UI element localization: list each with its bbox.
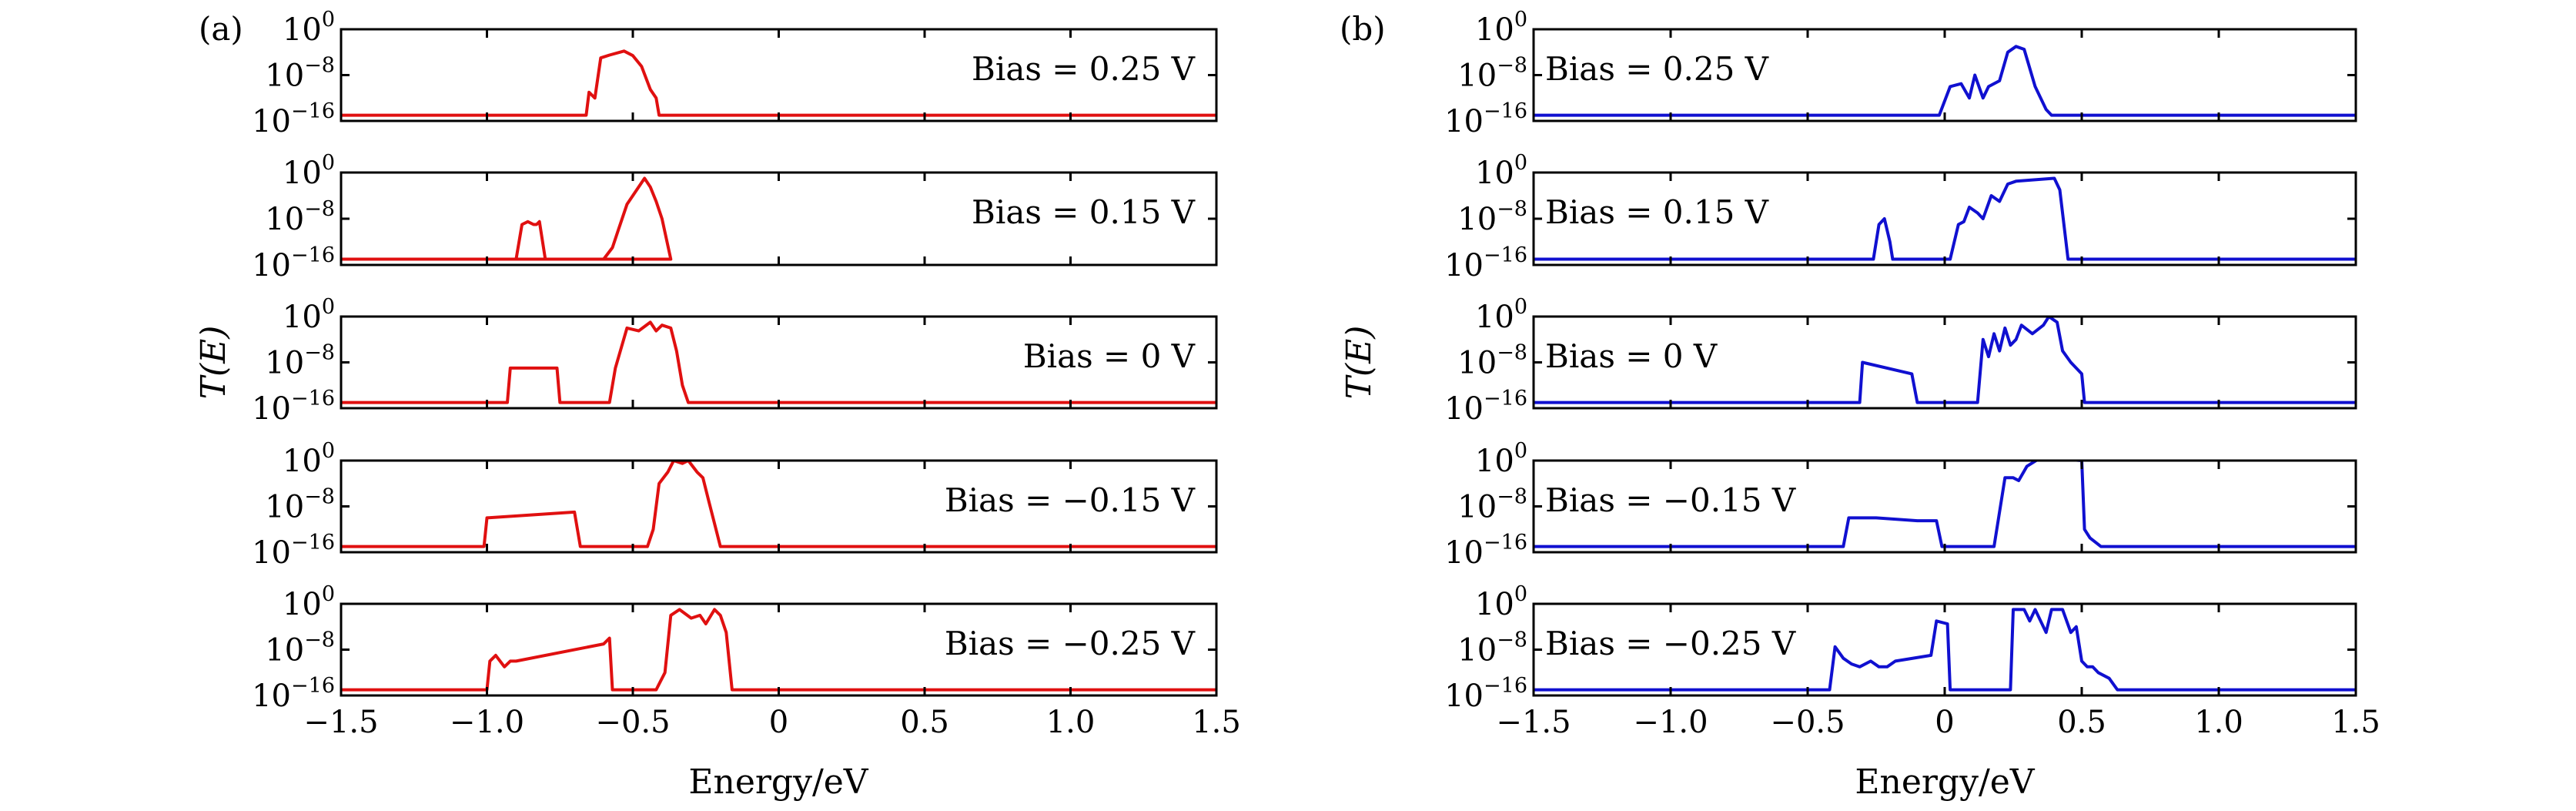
transmission-curve — [1534, 317, 2356, 404]
x-axis-title: Energy/eV — [1855, 762, 2035, 802]
x-tick-label: −1.0 — [450, 705, 524, 740]
y-tick-label: 10−16 — [252, 674, 335, 714]
x-tick-label: −1.5 — [1496, 705, 1571, 740]
subplot: 100 10−8 10−16 Bias = 0.15 V — [252, 151, 1218, 283]
y-tick-label: 100 — [283, 439, 335, 479]
y-tick-label: 10−16 — [1444, 99, 1527, 139]
x-tick-label: −1.5 — [303, 705, 378, 740]
y-tick-label: 100 — [1475, 439, 1527, 479]
subplot: 100 10−8 10−16 Bias = 0 V T(E) — [1340, 295, 2357, 427]
y-tick-label: 100 — [1475, 8, 1527, 48]
y-tick-label: 100 — [283, 151, 335, 191]
transmission-curve — [341, 320, 1216, 404]
y-tick-label: 10−8 — [1457, 485, 1527, 525]
y-tick-label: 10−8 — [265, 54, 335, 94]
y-tick-label: 10−8 — [1457, 197, 1527, 237]
y-tick-label: 100 — [283, 8, 335, 48]
y-tick-label: 10−16 — [252, 531, 335, 571]
subplot: 100 10−8 10−16 Bias = −0.15 V — [252, 439, 1218, 571]
transmission-curve — [1534, 176, 2356, 261]
x-tick-label: 0 — [769, 705, 788, 740]
y-tick-label: 10−8 — [265, 341, 335, 381]
y-tick-label: 100 — [283, 295, 335, 335]
bias-label: Bias = 0.25 V — [1545, 50, 1769, 88]
y-tick-label: 10−16 — [1444, 387, 1527, 427]
subplot: 100 10−8 10−16 Bias = 0.25 V — [252, 8, 1218, 139]
y-tick-label: 10−16 — [252, 99, 335, 139]
y-axis-title: T(E) — [1340, 326, 1379, 400]
panel-label: (a) — [199, 10, 243, 48]
transmission-curve — [341, 461, 1216, 548]
y-tick-label: 100 — [1475, 295, 1527, 335]
y-tick-label: 10−8 — [1457, 628, 1527, 669]
transmission-curve — [1534, 608, 2356, 692]
y-tick-label: 10−16 — [252, 387, 335, 427]
x-tick-label: 0.5 — [900, 705, 949, 740]
x-tick-label: 1.0 — [1046, 705, 1096, 740]
x-tick-label: 1.5 — [1192, 705, 1241, 740]
x-tick-label: −1.0 — [1633, 705, 1708, 740]
bias-label: Bias = 0.25 V — [972, 50, 1196, 88]
panel-b: (b) 100 10−8 10−16 Bias = 0.25 V 100 10−8 10−16… — [1340, 8, 2380, 802]
y-tick-label: 100 — [283, 582, 335, 622]
y-tick-label: 10−8 — [265, 485, 335, 525]
y-axis-title: T(E) — [194, 326, 233, 400]
x-tick-label: 0 — [1935, 705, 1954, 740]
bias-label: Bias = −0.25 V — [1545, 625, 1796, 662]
y-tick-label: 10−8 — [265, 628, 335, 669]
transmission-curve — [1534, 45, 2356, 117]
x-tick-label: 1.0 — [2194, 705, 2243, 740]
panel-a: (a) 100 10−8 10−16 Bias = 0.25 V 100 10−8 10−16… — [194, 8, 1241, 802]
y-tick-label: 10−8 — [265, 197, 335, 237]
y-tick-label: 10−8 — [1457, 54, 1527, 94]
bias-label: Bias = 0.15 V — [1545, 193, 1769, 231]
bias-label: Bias = −0.25 V — [945, 625, 1196, 662]
x-tick-label: 1.5 — [2331, 705, 2380, 740]
y-tick-label: 10−16 — [252, 243, 335, 283]
transmission-curve — [341, 176, 673, 261]
bias-label: Bias = 0.15 V — [972, 193, 1196, 231]
x-tick-label: −0.5 — [1770, 705, 1845, 740]
x-axis-title: Energy/eV — [688, 762, 868, 802]
transmission-curve — [1534, 461, 2356, 548]
x-tick-label: −0.5 — [595, 705, 670, 740]
subplot: 100 10−8 10−16 Bias = −0.15 V — [1444, 439, 2357, 571]
subplot: 100 10−8 10−16 Bias = 0.15 V — [1444, 151, 2357, 283]
y-tick-label: 100 — [1475, 151, 1527, 191]
y-tick-label: 100 — [1475, 582, 1527, 622]
bias-label: Bias = −0.15 V — [945, 481, 1196, 519]
bias-label: Bias = 0 V — [1023, 337, 1196, 375]
subplot: 100 10−8 10−16 Bias = 0 V T(E) — [194, 295, 1218, 427]
transmission-curve — [341, 608, 1216, 692]
y-tick-label: 10−16 — [1444, 243, 1527, 283]
bias-label: Bias = 0 V — [1545, 337, 1718, 375]
subplot: 100 10−8 10−16 Bias = 0.25 V — [1444, 8, 2357, 139]
x-tick-label: 0.5 — [2057, 705, 2106, 740]
transmission-curve — [341, 49, 1216, 117]
y-tick-label: 10−16 — [1444, 674, 1527, 714]
panel-label: (b) — [1340, 10, 1386, 48]
subplot: 100 10−8 10−16 Bias = −0.25 V −1.5 −1.0 −0.5 0 0… — [1444, 582, 2380, 740]
subplot: 100 10−8 10−16 Bias = −0.25 V −1.5 −1.0 −0.5 0 0… — [252, 582, 1241, 740]
bias-label: Bias = −0.15 V — [1545, 481, 1796, 519]
y-tick-label: 10−8 — [1457, 341, 1527, 381]
y-tick-label: 10−16 — [1444, 531, 1527, 571]
